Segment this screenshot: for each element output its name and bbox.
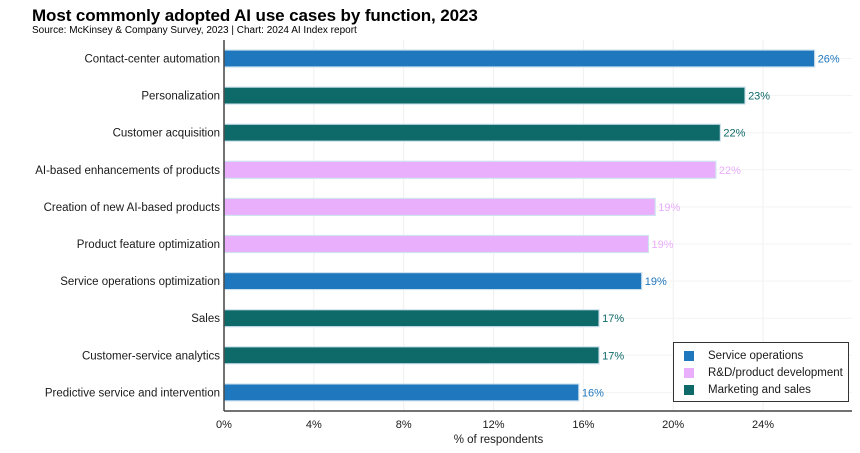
- x-tick-label: 0%: [216, 419, 232, 431]
- bar-predictive-service-and-intervention: [223, 383, 580, 402]
- value-label: 19%: [651, 239, 673, 251]
- category-label: Customer-service analytics: [82, 350, 220, 362]
- chart-subtitle: Source: McKinsey & Company Survey, 2023 …: [32, 25, 357, 36]
- value-label: 26%: [818, 54, 840, 66]
- x-tick-label: 4%: [306, 419, 322, 431]
- legend-item-marketing-and-sales: Marketing and sales: [684, 382, 811, 398]
- x-tick-label: 16%: [572, 419, 594, 431]
- value-label: 19%: [658, 202, 680, 214]
- x-tick-label: 24%: [752, 419, 774, 431]
- value-label: 22%: [723, 128, 745, 140]
- bar-customer-service-analytics: [223, 346, 600, 365]
- x-axis-title: % of respondents: [454, 434, 544, 446]
- x-tick-label: 20%: [662, 419, 684, 431]
- category-label: Predictive service and intervention: [45, 387, 220, 399]
- category-label: Service operations optimization: [60, 276, 220, 288]
- category-label: AI-based enhancements of products: [35, 165, 220, 177]
- value-label: 17%: [602, 350, 624, 362]
- category-label: Customer acquisition: [113, 128, 220, 140]
- legend-label: Marketing and sales: [708, 384, 811, 396]
- value-label: 16%: [582, 387, 604, 399]
- bar-personalization: [223, 86, 746, 105]
- bar-product-feature-optimization: [223, 234, 650, 254]
- category-label: Contact-center automation: [84, 54, 220, 66]
- bar-sales: [223, 309, 600, 328]
- bar-customer-acquisition: [223, 123, 721, 142]
- value-label: 22%: [719, 165, 741, 177]
- x-tick-label: 12%: [483, 419, 505, 431]
- category-label: Creation of new AI-based products: [44, 202, 221, 214]
- bar-creation-of-new-ai-based-products: [223, 197, 656, 216]
- x-tick-labels: 0% 4% 8% 12% 16% 20% 24%: [216, 419, 774, 431]
- category-label: Personalization: [141, 91, 220, 103]
- x-tick-label: 8%: [396, 419, 412, 431]
- legend-swatch: [684, 385, 694, 395]
- value-label: 19%: [645, 276, 667, 288]
- value-labels: 26% 23% 22% 22% 19% 19% 19% 17% 17% 16%: [582, 54, 840, 400]
- bar-ai-based-enhancements-of-products: [223, 160, 717, 179]
- legend-item-service-operations: Service operations: [684, 348, 803, 364]
- legend-label: R&D/product development: [708, 367, 843, 379]
- legend-swatch: [684, 368, 694, 378]
- legend-item-rd-product-development: R&D/product development: [684, 365, 843, 381]
- legend-swatch: [684, 351, 694, 361]
- category-labels: Contact-center automation Personalization…: [35, 54, 220, 400]
- chart-title: Most commonly adopted AI use cases by fu…: [32, 6, 478, 25]
- legend: Service operations R&D/product developme…: [673, 342, 849, 402]
- legend-label: Service operations: [708, 350, 804, 362]
- value-label: 23%: [748, 91, 770, 103]
- bar-service-operations-optimization: [223, 272, 643, 291]
- category-label: Product feature optimization: [77, 239, 220, 251]
- value-label: 17%: [602, 313, 624, 325]
- bar-contact-center-automation: [223, 49, 816, 68]
- category-label: Sales: [191, 313, 220, 325]
